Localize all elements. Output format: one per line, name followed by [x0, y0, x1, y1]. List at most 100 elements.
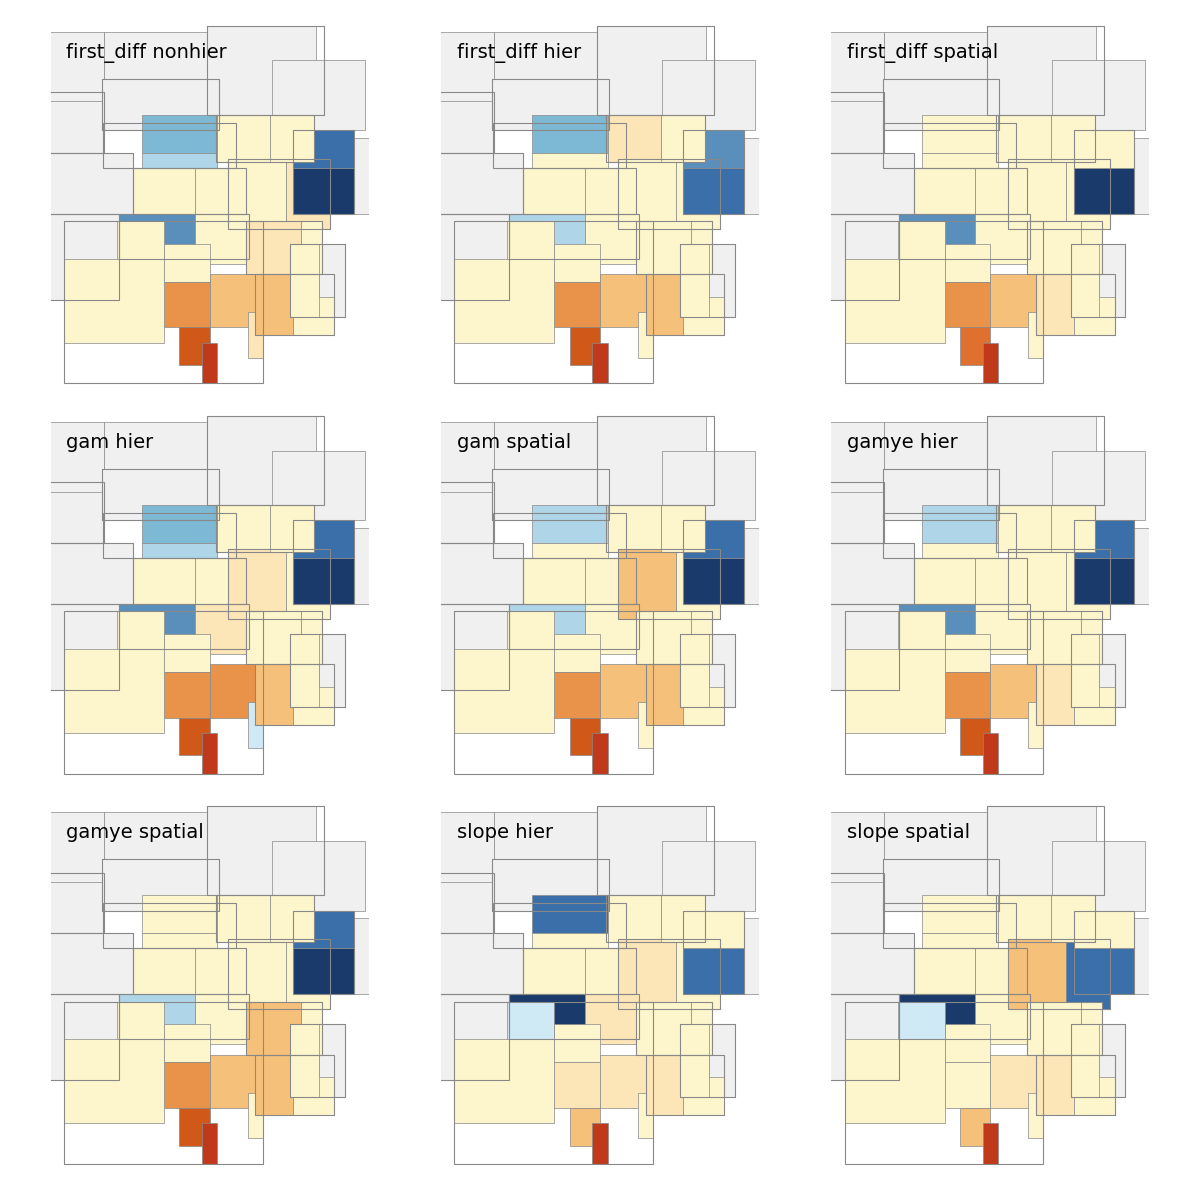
- Polygon shape: [403, 812, 494, 882]
- Polygon shape: [118, 611, 164, 649]
- Polygon shape: [554, 282, 600, 328]
- Polygon shape: [684, 911, 744, 948]
- Polygon shape: [618, 158, 676, 229]
- Polygon shape: [990, 1055, 1043, 1108]
- Polygon shape: [247, 1092, 263, 1138]
- Polygon shape: [28, 544, 133, 604]
- Polygon shape: [734, 528, 829, 604]
- Polygon shape: [691, 611, 713, 665]
- Polygon shape: [899, 994, 976, 1039]
- Polygon shape: [976, 948, 1026, 994]
- Polygon shape: [13, 31, 103, 101]
- Polygon shape: [922, 544, 997, 558]
- Polygon shape: [344, 918, 439, 994]
- Polygon shape: [102, 79, 218, 130]
- Polygon shape: [418, 152, 523, 214]
- Polygon shape: [377, 998, 443, 1025]
- Polygon shape: [944, 282, 990, 328]
- Polygon shape: [636, 221, 691, 275]
- Polygon shape: [584, 214, 640, 264]
- Polygon shape: [680, 244, 709, 317]
- Polygon shape: [206, 415, 316, 505]
- Polygon shape: [532, 895, 607, 934]
- Polygon shape: [684, 521, 744, 558]
- Polygon shape: [28, 604, 119, 690]
- Polygon shape: [808, 994, 899, 1080]
- Polygon shape: [494, 421, 600, 469]
- Polygon shape: [944, 634, 990, 672]
- Polygon shape: [960, 1108, 990, 1146]
- Polygon shape: [554, 244, 600, 282]
- Polygon shape: [164, 1025, 210, 1062]
- Polygon shape: [922, 505, 997, 544]
- Polygon shape: [0, 482, 103, 544]
- Polygon shape: [509, 214, 584, 259]
- Polygon shape: [494, 31, 600, 79]
- Polygon shape: [386, 872, 494, 934]
- Polygon shape: [319, 244, 344, 317]
- Polygon shape: [293, 1078, 334, 1115]
- Polygon shape: [636, 1002, 691, 1055]
- Polygon shape: [983, 733, 997, 774]
- Polygon shape: [600, 275, 653, 328]
- Polygon shape: [684, 688, 725, 725]
- Polygon shape: [709, 244, 734, 317]
- Polygon shape: [898, 611, 944, 649]
- Polygon shape: [1074, 558, 1134, 604]
- Polygon shape: [256, 275, 293, 335]
- Polygon shape: [709, 634, 734, 707]
- Polygon shape: [270, 505, 314, 552]
- Polygon shape: [290, 634, 319, 707]
- Polygon shape: [922, 152, 997, 168]
- Polygon shape: [1126, 528, 1200, 604]
- Polygon shape: [194, 604, 250, 654]
- Polygon shape: [1066, 158, 1110, 229]
- Polygon shape: [808, 152, 913, 214]
- Polygon shape: [584, 168, 636, 214]
- Polygon shape: [1074, 168, 1134, 214]
- Polygon shape: [246, 611, 301, 665]
- Polygon shape: [377, 608, 443, 634]
- Polygon shape: [180, 328, 210, 365]
- Polygon shape: [808, 214, 899, 300]
- Polygon shape: [418, 214, 509, 300]
- Polygon shape: [596, 25, 706, 115]
- Polygon shape: [270, 115, 314, 162]
- Polygon shape: [142, 505, 217, 544]
- Polygon shape: [64, 259, 164, 342]
- Polygon shape: [164, 634, 210, 672]
- Polygon shape: [194, 558, 246, 604]
- Polygon shape: [899, 214, 976, 259]
- Polygon shape: [119, 214, 194, 259]
- Polygon shape: [228, 158, 286, 229]
- Polygon shape: [206, 25, 316, 115]
- Polygon shape: [661, 895, 704, 942]
- Polygon shape: [1099, 634, 1126, 707]
- Polygon shape: [418, 544, 523, 604]
- Polygon shape: [1081, 611, 1103, 665]
- Polygon shape: [386, 92, 494, 152]
- Polygon shape: [646, 1055, 684, 1115]
- Polygon shape: [662, 60, 755, 130]
- Polygon shape: [684, 558, 744, 604]
- Polygon shape: [1126, 138, 1200, 214]
- Polygon shape: [684, 948, 744, 994]
- Polygon shape: [210, 1055, 263, 1108]
- Polygon shape: [523, 168, 584, 214]
- Polygon shape: [293, 130, 354, 168]
- Polygon shape: [418, 934, 523, 994]
- Polygon shape: [776, 872, 884, 934]
- Polygon shape: [734, 138, 829, 214]
- Polygon shape: [976, 994, 1030, 1044]
- Polygon shape: [142, 544, 217, 558]
- Polygon shape: [532, 544, 607, 558]
- Polygon shape: [884, 421, 990, 469]
- Polygon shape: [808, 604, 899, 690]
- Polygon shape: [1099, 244, 1126, 317]
- Text: gam hier: gam hier: [66, 433, 154, 451]
- Polygon shape: [1074, 1078, 1115, 1115]
- Polygon shape: [767, 608, 834, 634]
- Polygon shape: [1036, 665, 1074, 725]
- Polygon shape: [142, 115, 217, 152]
- Polygon shape: [118, 1002, 164, 1039]
